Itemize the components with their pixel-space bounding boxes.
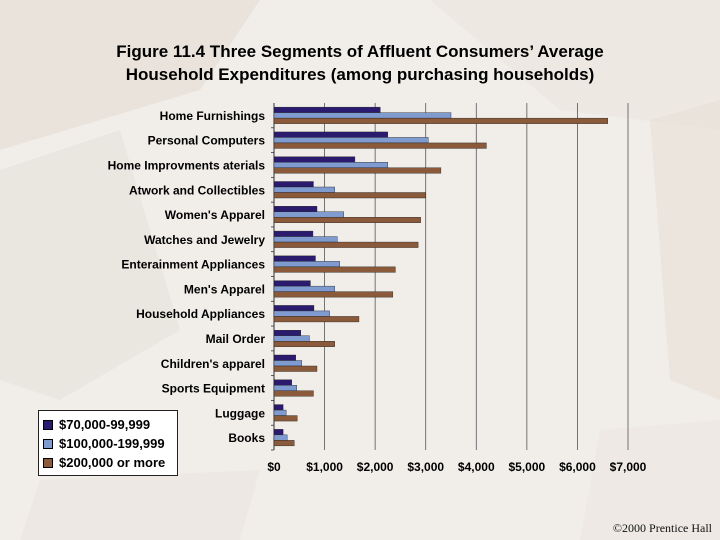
legend-item: $70,000-99,999 <box>43 415 173 434</box>
bar <box>273 385 297 391</box>
bar <box>273 440 295 447</box>
bar <box>273 335 310 342</box>
bar <box>273 305 315 312</box>
title-line-1: Figure 11.4 Three Segments of Affluent C… <box>116 42 604 61</box>
x-tick-label: $5,000 <box>509 460 546 474</box>
bar <box>273 186 335 193</box>
bar <box>273 236 338 243</box>
bar <box>273 112 452 119</box>
bars <box>273 106 608 447</box>
bar <box>273 360 303 367</box>
x-tick-label: $7,000 <box>610 460 647 474</box>
bar <box>273 390 314 397</box>
category-label: Atwork and Collectibles <box>129 183 265 197</box>
bar <box>273 261 340 268</box>
category-label: Children's apparel <box>161 357 265 371</box>
bar <box>273 379 292 386</box>
bar <box>273 409 287 416</box>
bar <box>273 117 608 124</box>
x-axis-ticks: $0 $1,000 $2,000 $3,000 $4,000 $5,000 $6,000 $7… <box>267 460 646 474</box>
category-label: Household Appliances <box>136 307 265 321</box>
bar <box>273 415 298 422</box>
category-label: Sports Equipment <box>162 382 265 396</box>
title-line-2: Household Expenditures (among purchasing… <box>125 65 595 84</box>
category-label: Luggage <box>215 406 265 420</box>
bar <box>273 291 394 298</box>
category-labels: Home Furnishings Personal Computers Home I… <box>108 109 266 445</box>
x-tick-label: $1,000 <box>306 460 343 474</box>
x-tick-label: $0 <box>267 460 281 474</box>
bar <box>273 280 311 287</box>
copyright-notice: ©2000 Prentice Hall <box>612 521 712 535</box>
bar <box>273 434 288 441</box>
legend: $70,000-99,999 $100,000-199,999 $200,000… <box>38 410 178 476</box>
legend-swatch-100k <box>43 438 53 449</box>
legend-label-200k: $200,000 or more <box>59 455 166 470</box>
category-label: Home Improvments aterials <box>108 158 266 172</box>
legend-swatch-200k <box>43 457 53 468</box>
category-label: Women's Apparel <box>165 208 265 222</box>
category-label: Men's Apparel <box>184 282 265 296</box>
category-label: Mail Order <box>206 332 266 346</box>
bar <box>273 167 442 174</box>
gridlines <box>271 103 629 451</box>
bar <box>273 429 284 436</box>
bar <box>273 142 487 149</box>
bar <box>273 217 421 223</box>
bar <box>273 156 356 163</box>
x-tick-label: $2,000 <box>357 460 394 474</box>
bar <box>273 330 302 336</box>
legend-label-100k: $100,000-199,999 <box>59 436 165 451</box>
bar <box>273 404 284 411</box>
bar <box>273 266 396 273</box>
chart-title: Figure 11.4 Three Segments of Affluent C… <box>20 40 700 86</box>
bar <box>273 206 318 212</box>
category-label: Personal Computers <box>148 134 266 148</box>
bar <box>273 211 344 218</box>
bar <box>273 241 419 248</box>
bar <box>273 162 388 168</box>
bar <box>273 192 426 199</box>
category-label: Home Furnishings <box>160 109 266 123</box>
legend-label-70k: $70,000-99,999 <box>59 417 151 432</box>
category-label: Watches and Jewelry <box>144 233 265 247</box>
bar <box>273 316 360 323</box>
x-tick-label: $6,000 <box>559 460 596 474</box>
bar <box>273 137 429 144</box>
bar <box>273 131 388 138</box>
legend-swatch-70k <box>43 419 53 430</box>
bar <box>273 354 296 361</box>
legend-item: $100,000-199,999 <box>43 434 173 453</box>
legend-item: $200,000 or more <box>43 453 173 472</box>
bar <box>273 255 316 262</box>
bar <box>273 365 318 372</box>
category-label: Enterainment Appliances <box>121 258 265 272</box>
bar <box>273 181 314 188</box>
category-label: Books <box>228 431 265 445</box>
bar <box>273 310 330 317</box>
x-tick-label: $3,000 <box>407 460 444 474</box>
bar <box>273 285 335 292</box>
bar <box>273 230 314 237</box>
bar <box>273 341 335 347</box>
bar <box>273 106 381 113</box>
x-tick-label: $4,000 <box>458 460 495 474</box>
